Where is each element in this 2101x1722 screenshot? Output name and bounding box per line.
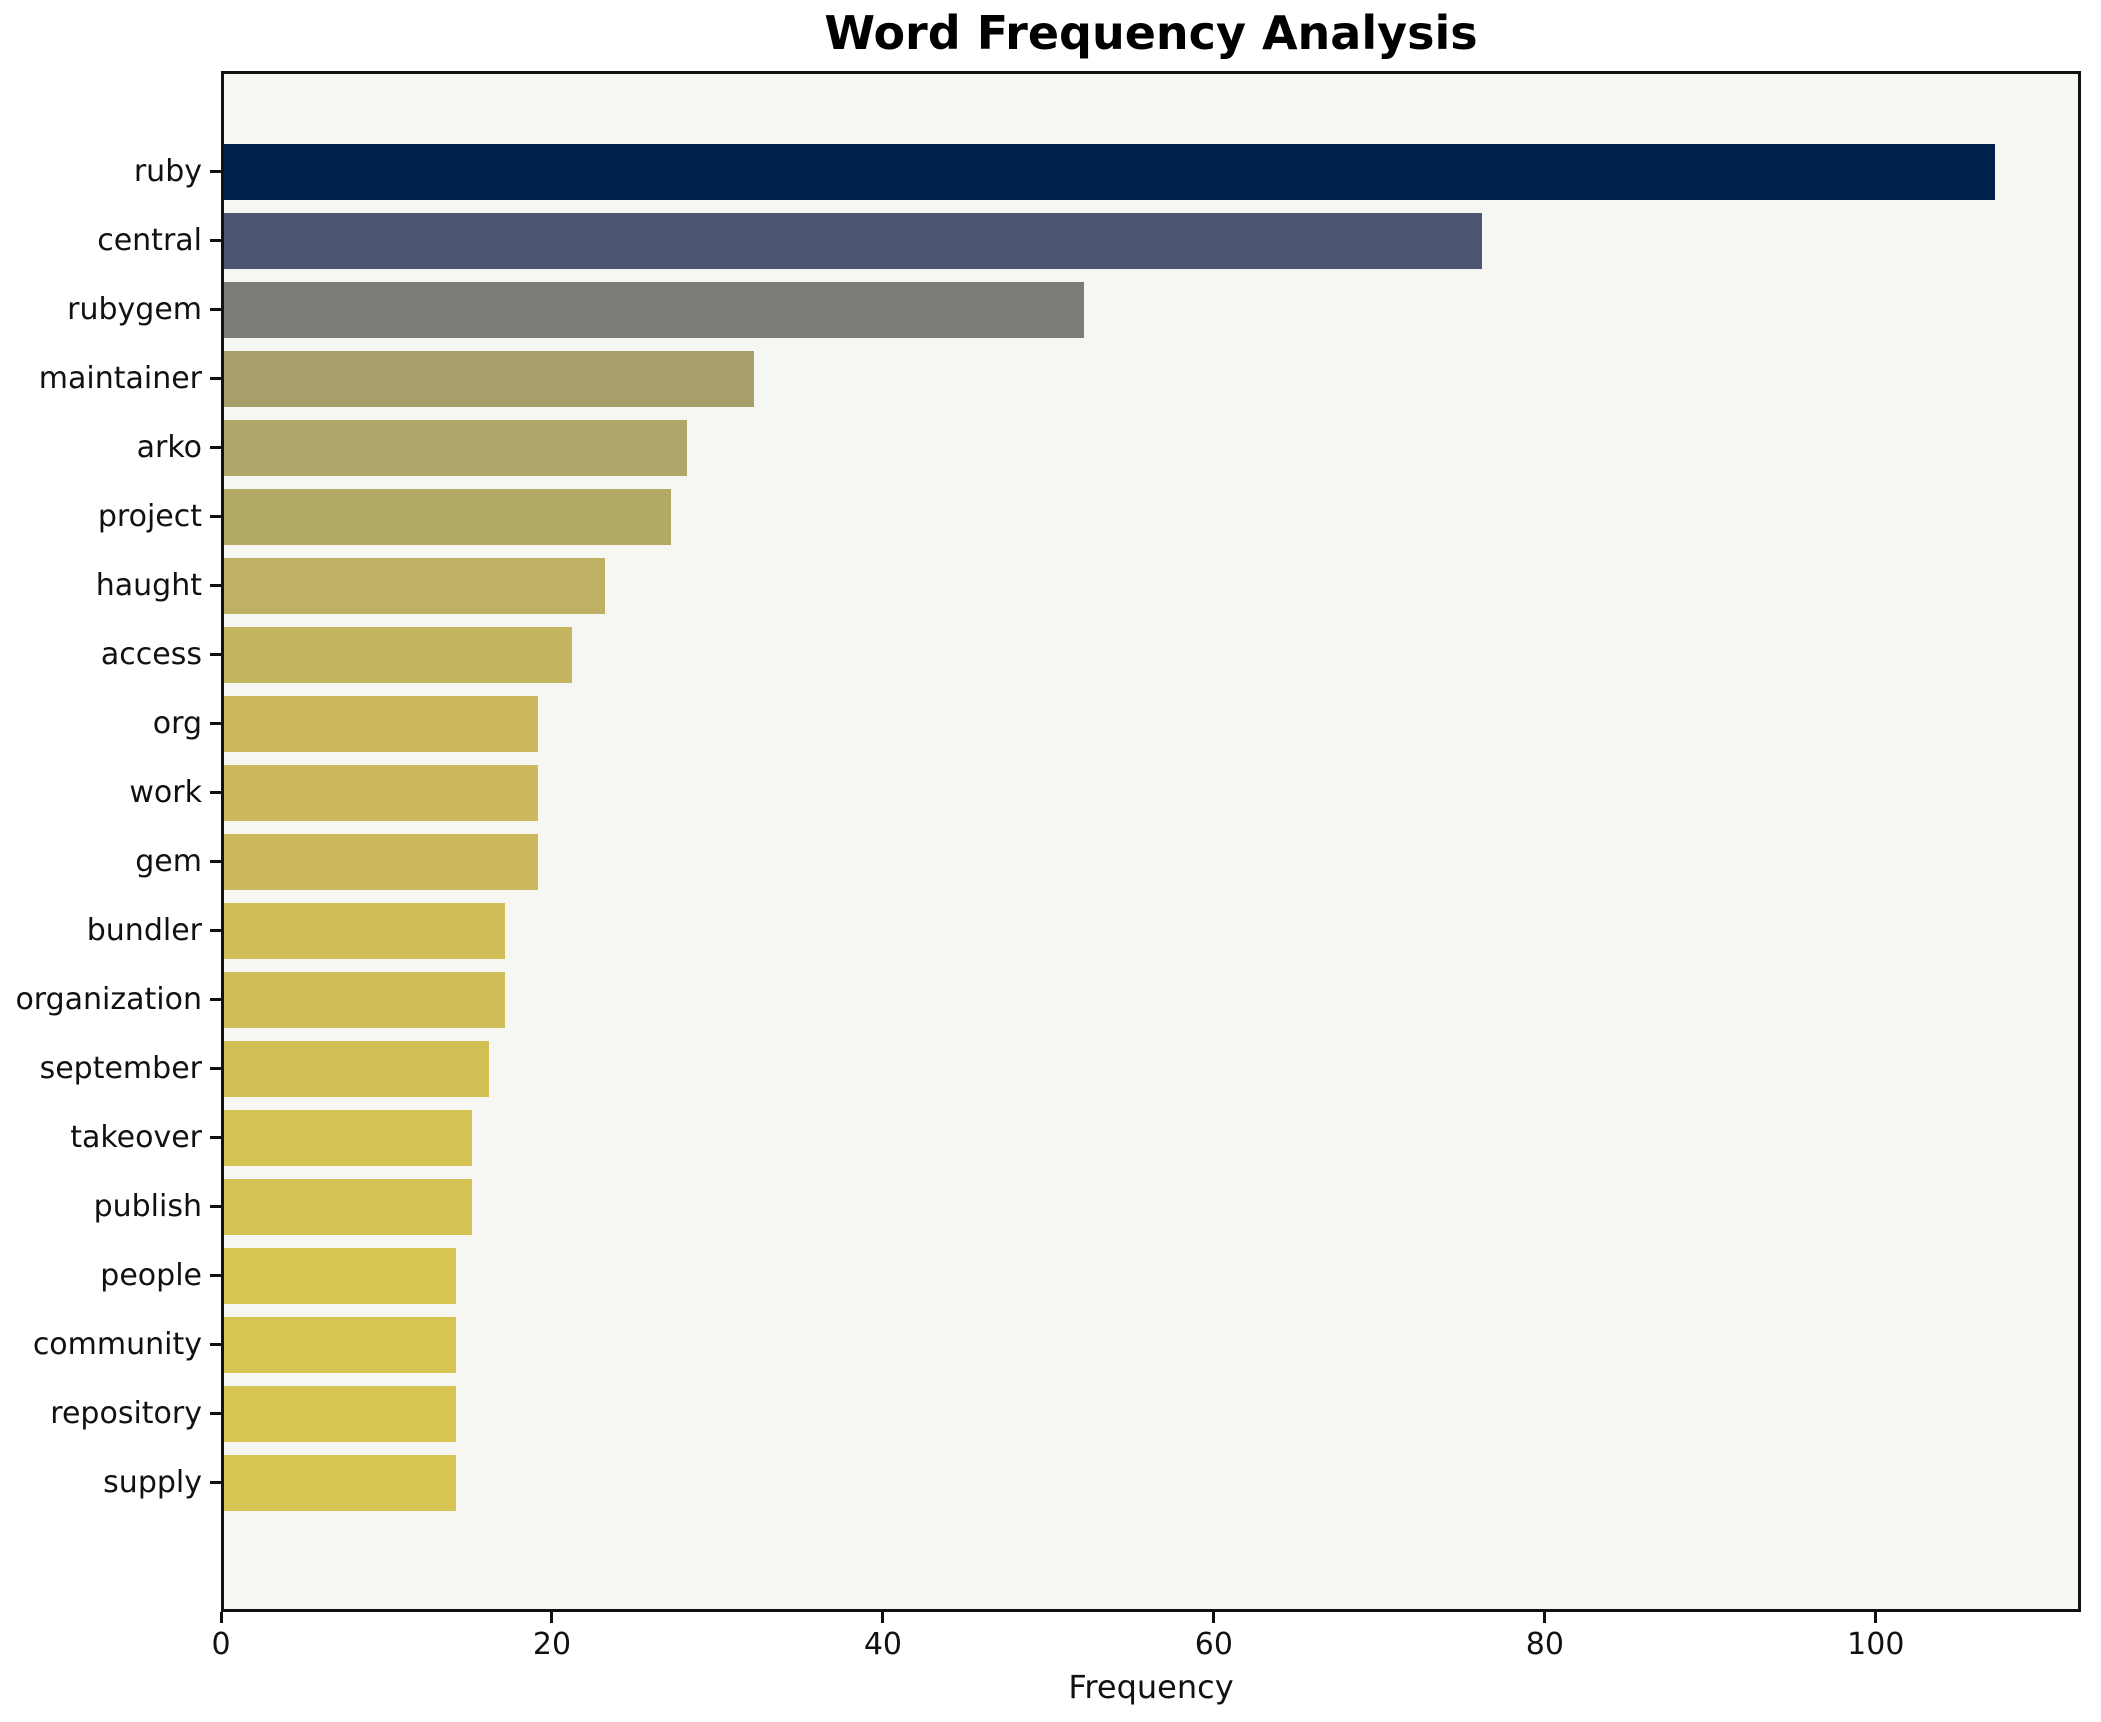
y-tick-label-arko: arko xyxy=(136,429,202,465)
y-tick-mark xyxy=(210,1067,221,1071)
y-tick-mark xyxy=(210,929,221,933)
bar-rubygem xyxy=(224,281,1085,338)
bar-haught xyxy=(224,557,605,614)
x-tick-label-80: 80 xyxy=(1525,1627,1564,1662)
x-axis-label: Frequency xyxy=(1068,1668,1234,1706)
y-tick-label-ruby: ruby xyxy=(133,153,202,189)
x-tick-mark xyxy=(1874,1612,1878,1623)
y-tick-mark xyxy=(210,1205,221,1209)
y-tick-label-supply: supply xyxy=(103,1464,202,1500)
y-tick-label-organization: organization xyxy=(15,981,202,1017)
y-tick-mark xyxy=(210,1136,221,1140)
y-tick-label-people: people xyxy=(100,1257,202,1293)
x-tick-label-40: 40 xyxy=(863,1627,902,1662)
y-tick-mark xyxy=(210,1343,221,1347)
y-tick-label-maintainer: maintainer xyxy=(38,360,202,396)
bar-community xyxy=(224,1316,456,1373)
bar-central xyxy=(224,212,1482,269)
y-tick-label-community: community xyxy=(32,1326,202,1362)
bar-access xyxy=(224,626,572,683)
bar-bundler xyxy=(224,902,506,959)
x-tick-mark xyxy=(881,1612,885,1623)
y-tick-mark xyxy=(210,1481,221,1485)
y-tick-mark xyxy=(210,1274,221,1278)
bar-ruby xyxy=(224,143,1995,200)
x-tick-label-0: 0 xyxy=(211,1627,231,1662)
y-tick-label-gem: gem xyxy=(135,843,202,879)
y-tick-label-publish: publish xyxy=(93,1188,202,1224)
bar-takeover xyxy=(224,1109,473,1166)
y-tick-label-haught: haught xyxy=(95,567,202,603)
y-tick-label-bundler: bundler xyxy=(86,912,202,948)
y-tick-mark xyxy=(210,239,221,243)
y-tick-mark xyxy=(210,377,221,381)
y-tick-label-org: org xyxy=(152,705,202,741)
y-tick-mark xyxy=(210,170,221,174)
x-tick-mark xyxy=(550,1612,554,1623)
bar-work xyxy=(224,764,539,821)
bar-organization xyxy=(224,971,506,1028)
x-tick-mark xyxy=(1543,1612,1547,1623)
bar-people xyxy=(224,1247,456,1304)
y-tick-label-project: project xyxy=(97,498,202,534)
x-tick-label-100: 100 xyxy=(1847,1627,1905,1662)
y-tick-mark xyxy=(210,1412,221,1416)
bar-publish xyxy=(224,1178,473,1235)
y-tick-mark xyxy=(210,998,221,1002)
x-tick-label-60: 60 xyxy=(1194,1627,1233,1662)
x-tick-mark xyxy=(219,1612,223,1623)
x-tick-label-20: 20 xyxy=(532,1627,572,1662)
y-tick-mark xyxy=(210,308,221,312)
y-tick-label-access: access xyxy=(100,636,202,672)
bar-org xyxy=(224,695,539,752)
y-tick-mark xyxy=(210,446,221,450)
y-tick-label-work: work xyxy=(129,774,202,810)
y-tick-mark xyxy=(210,515,221,519)
y-tick-mark xyxy=(210,653,221,657)
bar-september xyxy=(224,1040,489,1097)
y-tick-label-september: september xyxy=(39,1050,202,1086)
bar-gem xyxy=(224,833,539,890)
bar-supply xyxy=(224,1454,456,1511)
y-tick-mark xyxy=(210,722,221,726)
y-tick-label-takeover: takeover xyxy=(70,1119,202,1155)
plot-area xyxy=(221,71,2081,1612)
y-tick-mark xyxy=(210,791,221,795)
y-tick-mark xyxy=(210,584,221,588)
chart-title: Word Frequency Analysis xyxy=(824,6,1478,60)
y-tick-label-central: central xyxy=(97,222,202,258)
bar-project xyxy=(224,488,671,545)
bar-arko xyxy=(224,419,688,476)
bar-maintainer xyxy=(224,350,754,407)
x-tick-mark xyxy=(1212,1612,1216,1623)
bar-repository xyxy=(224,1385,456,1442)
y-tick-label-rubygem: rubygem xyxy=(67,291,202,327)
y-tick-label-repository: repository xyxy=(50,1395,202,1431)
y-tick-mark xyxy=(210,860,221,864)
